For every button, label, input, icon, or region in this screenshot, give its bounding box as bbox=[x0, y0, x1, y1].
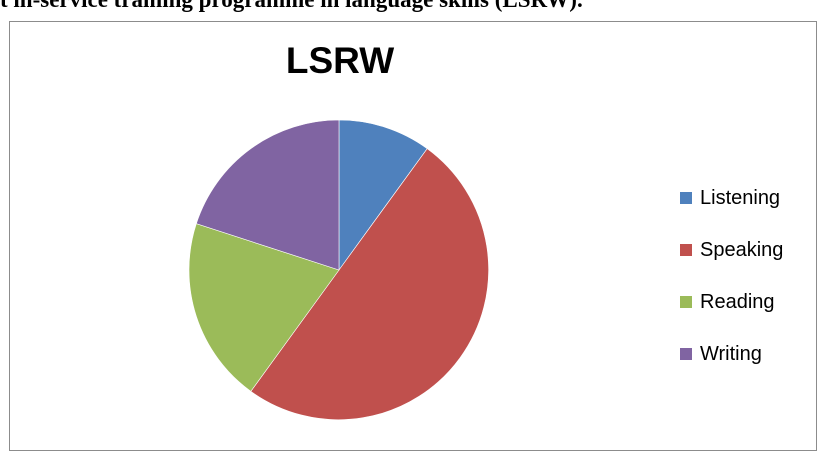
legend-swatch-reading bbox=[680, 296, 692, 308]
legend-label-reading: Reading bbox=[700, 291, 775, 313]
legend-swatch-writing bbox=[680, 348, 692, 360]
pie-slice-speaking bbox=[250, 148, 489, 420]
legend-label-speaking: Speaking bbox=[700, 239, 784, 261]
legend-item-speaking: Speaking bbox=[680, 237, 817, 263]
legend-item-reading: Reading bbox=[680, 289, 817, 315]
legend-label-listening: Listening bbox=[700, 187, 781, 209]
pie-chart bbox=[188, 119, 489, 420]
document-heading: t in-service training programme in langu… bbox=[0, 0, 817, 14]
pie-slice-writing bbox=[195, 119, 340, 271]
legend-label-writing: Writing bbox=[700, 343, 762, 365]
chart-title: LSRW bbox=[285, 40, 395, 81]
legend-swatch-listening bbox=[680, 192, 692, 204]
pie-slices bbox=[188, 119, 489, 420]
legend-swatch-speaking bbox=[680, 244, 692, 256]
pie-slice-reading bbox=[188, 223, 340, 392]
pie-slice-listening bbox=[338, 119, 428, 271]
legend-item-writing: Writing bbox=[680, 341, 817, 367]
chart-area: LSRW Listening Speaking Reading Writing bbox=[9, 21, 817, 451]
legend-item-listening: Listening bbox=[680, 185, 817, 211]
